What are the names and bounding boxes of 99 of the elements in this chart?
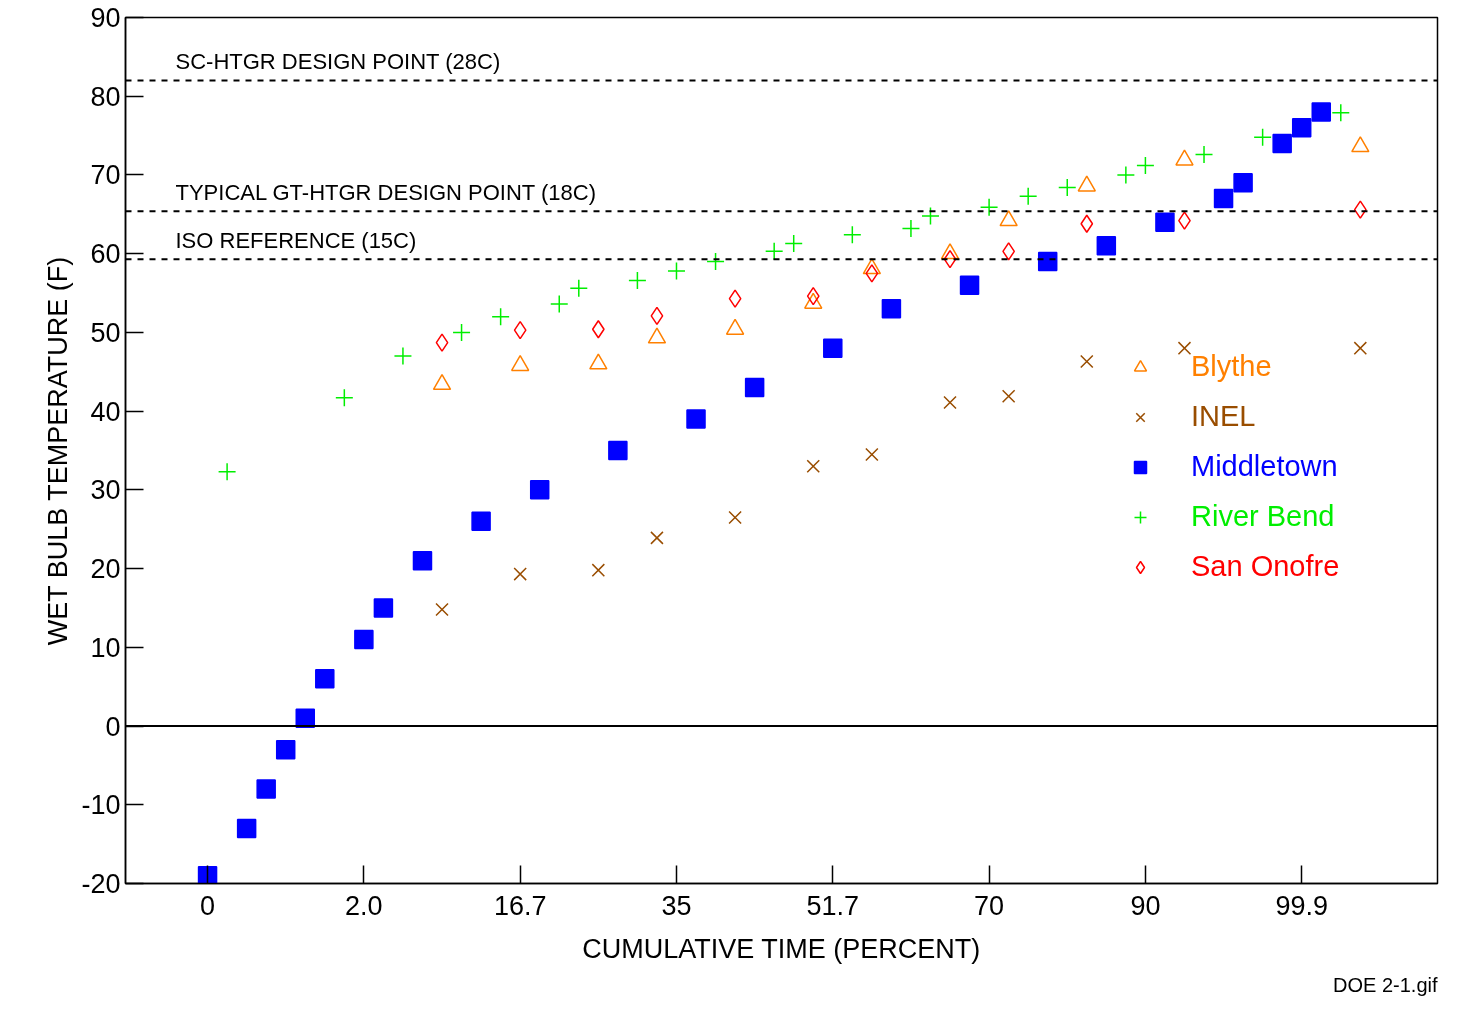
point <box>1002 242 1016 261</box>
point <box>1213 188 1234 209</box>
point <box>275 739 296 760</box>
y-tick-label: 80 <box>90 81 121 112</box>
x-tick-label: 35 <box>661 890 692 921</box>
point <box>1136 156 1155 175</box>
point <box>943 395 957 410</box>
point <box>1080 214 1094 234</box>
point <box>1311 102 1331 122</box>
point <box>865 447 879 462</box>
point <box>1291 117 1312 138</box>
x-tick-label: 99.9 <box>1275 890 1328 921</box>
point <box>1272 133 1292 154</box>
point <box>1058 178 1077 197</box>
point <box>881 299 902 319</box>
x-tick-label: 51.7 <box>806 890 860 921</box>
point <box>667 261 686 281</box>
point <box>550 294 569 314</box>
point <box>591 563 606 577</box>
y-tick-label: 90 <box>90 3 121 33</box>
point <box>1353 200 1367 219</box>
y-tick-label: 30 <box>90 475 121 506</box>
point <box>1331 103 1351 123</box>
point <box>650 531 664 545</box>
point <box>608 440 628 461</box>
point <box>1096 236 1117 256</box>
point <box>435 602 449 617</box>
x-tick-label: 90 <box>1130 890 1161 921</box>
x-tick-label: 70 <box>974 890 1005 921</box>
point <box>1080 354 1094 369</box>
point <box>1018 186 1038 206</box>
point <box>706 252 725 271</box>
legend-label: Middletown <box>1191 450 1338 483</box>
point <box>1177 341 1192 355</box>
y-tick-label: 60 <box>90 239 121 270</box>
legend-label: Blythe <box>1191 350 1272 383</box>
y-axis-title: WET BULB TEMPERATURE (F) <box>43 256 74 646</box>
text: DOE 2-1.gif <box>1333 973 1438 996</box>
y-tick-label: 0 <box>105 711 121 742</box>
x-tick-label: 2.0 <box>345 890 383 921</box>
point <box>569 279 589 298</box>
y-tick-label: 10 <box>90 632 121 663</box>
point <box>901 219 921 238</box>
y-tick-label: 70 <box>90 160 121 191</box>
y-tick-label: 50 <box>90 317 121 348</box>
point <box>843 225 862 245</box>
point <box>354 629 374 650</box>
point <box>921 206 940 226</box>
point <box>823 338 843 358</box>
point <box>865 264 879 283</box>
point <box>1194 145 1214 164</box>
point <box>491 307 510 326</box>
point <box>1233 173 1253 193</box>
legend-label: INEL <box>1191 400 1256 433</box>
point <box>1253 127 1272 147</box>
x-tick-label: 0 <box>200 890 216 921</box>
point <box>650 306 664 326</box>
point <box>806 459 821 474</box>
point <box>1116 165 1136 185</box>
ref-line-label: TYPICAL GT-HTGR DESIGN POINT (18C) <box>175 180 597 206</box>
point <box>806 286 820 306</box>
point <box>1155 212 1175 232</box>
ref-line-label: ISO REFERENCE (15C) <box>175 228 417 254</box>
point <box>393 346 413 366</box>
legend-label: San Onofre <box>1191 550 1340 583</box>
point <box>784 234 803 253</box>
y-tick-label: -20 <box>81 869 121 899</box>
point <box>728 510 742 525</box>
ref-line-label: SC-HTGR DESIGN POINT (28C) <box>175 49 501 75</box>
point <box>686 409 706 429</box>
point <box>728 289 742 308</box>
point <box>471 511 491 532</box>
point <box>256 779 276 799</box>
point <box>513 567 527 581</box>
x-tick-label: 16.7 <box>493 890 547 921</box>
point <box>236 818 257 839</box>
y-tick-label: 20 <box>90 554 121 585</box>
point <box>744 377 765 398</box>
point <box>315 669 335 689</box>
point <box>764 242 784 261</box>
y-tick-label: -10 <box>81 790 121 821</box>
x-axis-title: CUMULATIVE TIME (PERCENT) <box>582 933 981 964</box>
legend-label: River Bend <box>1191 500 1335 533</box>
point <box>959 275 980 295</box>
point <box>529 480 550 500</box>
point <box>452 323 471 342</box>
point <box>435 333 449 352</box>
point <box>373 598 394 618</box>
y-tick-label: 40 <box>90 396 121 427</box>
point <box>943 249 957 269</box>
point <box>335 388 354 407</box>
point <box>217 462 237 482</box>
point <box>591 320 605 339</box>
point <box>979 197 999 217</box>
point <box>412 550 433 571</box>
point <box>1353 341 1368 355</box>
point <box>628 271 647 290</box>
point <box>513 320 527 340</box>
point <box>1001 389 1016 403</box>
